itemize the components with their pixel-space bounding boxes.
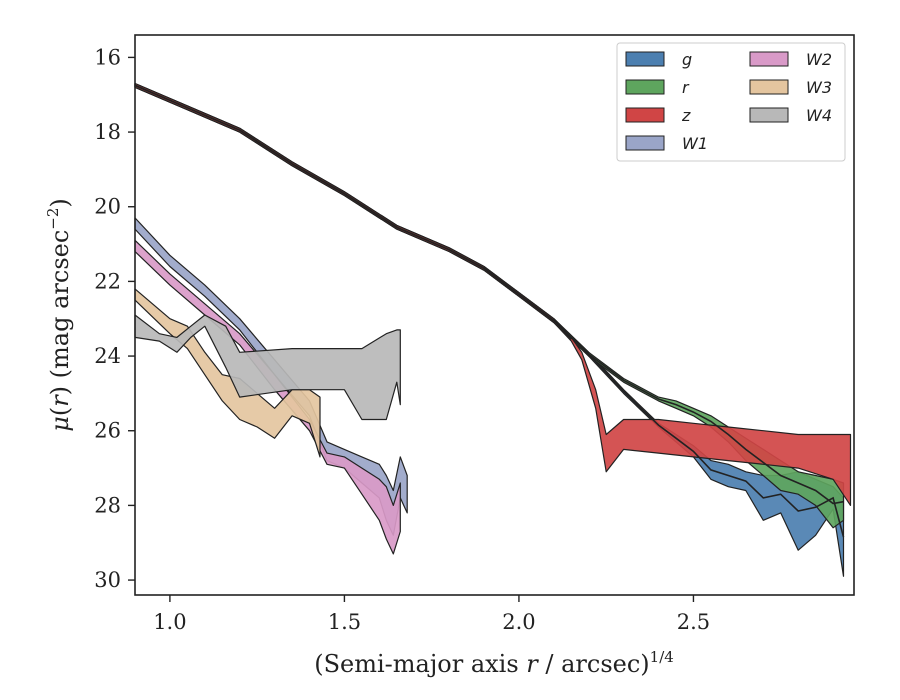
legend-label-W4: W4 xyxy=(806,106,832,125)
legend-swatch-W4 xyxy=(749,107,789,123)
area-z xyxy=(134,82,852,506)
y-axis-ticks: 16 18 20 22 24 26 28 30 xyxy=(94,45,135,592)
plot-frame xyxy=(134,34,855,596)
y-tick-label: 18 xyxy=(94,120,121,144)
legend-label-r: r xyxy=(682,78,690,97)
legend-label-W3: W3 xyxy=(806,78,832,97)
x-axis-ticks: 1.0 1.5 2.0 2.5 xyxy=(153,595,710,634)
x-tick-label: 1.0 xyxy=(153,610,186,634)
legend-swatch-g xyxy=(625,51,665,67)
x-tick-label: 2.0 xyxy=(502,610,535,634)
profile-lines xyxy=(134,84,845,538)
profile-line-z xyxy=(134,84,572,340)
y-tick-label: 22 xyxy=(94,269,121,293)
y-tick-label: 20 xyxy=(94,195,121,219)
x-tick-label: 2.5 xyxy=(677,610,710,634)
y-tick-label: 28 xyxy=(94,493,121,517)
legend-label-W2: W2 xyxy=(806,50,832,69)
y-tick-label: 30 xyxy=(94,568,121,592)
legend-label-z: z xyxy=(681,106,691,125)
y-tick-label: 26 xyxy=(94,419,121,443)
x-tick-label: 1.5 xyxy=(328,610,361,634)
x-axis-label: (Semi-major axis r / arcsec)1/4 xyxy=(314,648,674,678)
chart-areas xyxy=(134,82,852,577)
legend-swatch-W1 xyxy=(625,135,665,151)
legend-box xyxy=(616,42,846,162)
legend-swatch-W3 xyxy=(749,79,789,95)
legend: grz W1 W2 W3 W4 xyxy=(616,42,846,162)
legend-label-W1: W1 xyxy=(682,134,708,153)
legend-swatch-z xyxy=(625,107,665,123)
y-axis-label: μ(r) (mag arcsec−2) xyxy=(44,198,74,432)
area-W4 xyxy=(134,314,401,421)
area-W3 xyxy=(134,288,321,458)
legend-swatch-W2 xyxy=(749,51,789,67)
legend-label-g: g xyxy=(682,50,692,69)
y-tick-label: 16 xyxy=(94,45,121,69)
legend-swatch-r xyxy=(625,79,665,95)
y-tick-label: 24 xyxy=(94,344,121,368)
